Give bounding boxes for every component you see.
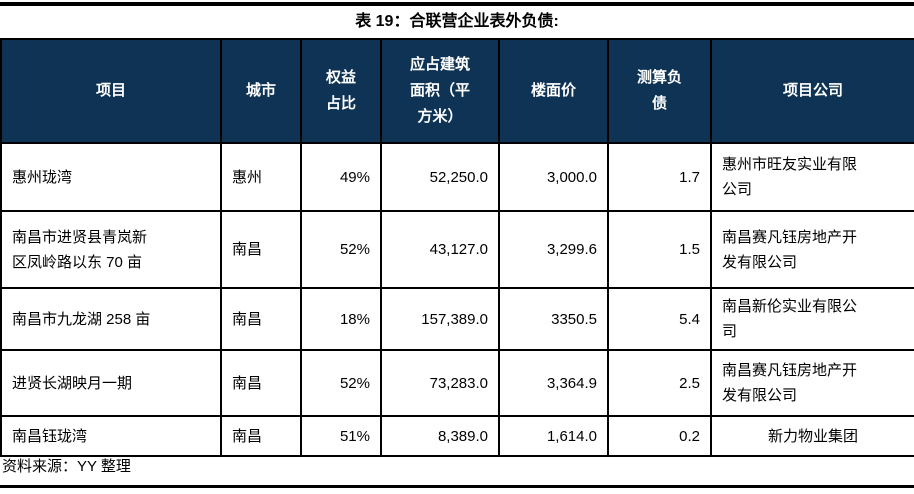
- header-city: 城市: [220, 38, 302, 144]
- header-row: 项目 城市 权益 占比 应占建筑 面积（平 方米） 楼面价 测算负 债 项目公司: [0, 38, 914, 144]
- city-cell: 南昌: [220, 210, 302, 289]
- estimated-debt-cell: 1.7: [607, 142, 712, 212]
- header-project: 项目: [0, 38, 222, 144]
- liabilities-table: 项目 城市 权益 占比 应占建筑 面积（平 方米） 楼面价 测算负 债 项目公司…: [0, 38, 914, 457]
- estimated-debt-cell: 0.2: [607, 415, 712, 457]
- city-cell: 南昌: [220, 415, 302, 457]
- city-cell: 南昌: [220, 287, 302, 351]
- floor-area-cell: 157,389.0: [380, 287, 500, 351]
- company-cell: 新力物业集团: [710, 415, 914, 457]
- header-floor-area: 应占建筑 面积（平 方米）: [380, 38, 500, 144]
- company-cell: 南昌新伦实业有限公 司: [710, 287, 914, 351]
- table-row: 南昌市九龙湖 258 亩 南昌 18% 157,389.0 3350.5 5.4…: [0, 287, 914, 351]
- equity-ratio-cell: 51%: [300, 415, 382, 457]
- header-floor-price: 楼面价: [498, 38, 609, 144]
- floor-area-cell: 8,389.0: [380, 415, 500, 457]
- estimated-debt-cell: 2.5: [607, 349, 712, 417]
- floor-area-cell: 43,127.0: [380, 210, 500, 289]
- floor-area-cell: 73,283.0: [380, 349, 500, 417]
- company-cell: 惠州市旺友实业有限 公司: [710, 142, 914, 212]
- bottom-rule: [0, 485, 914, 488]
- floor-price-cell: 1,614.0: [498, 415, 609, 457]
- equity-ratio-cell: 52%: [300, 210, 382, 289]
- company-cell: 南昌赛凡钰房地产开 发有限公司: [710, 210, 914, 289]
- company-cell: 南昌赛凡钰房地产开 发有限公司: [710, 349, 914, 417]
- equity-ratio-cell: 49%: [300, 142, 382, 212]
- source-note: 资料来源：YY 整理: [2, 458, 131, 475]
- project-cell: 南昌市九龙湖 258 亩: [0, 287, 222, 351]
- table-title: 表 19：合联营企业表外负债:: [355, 13, 559, 30]
- estimated-debt-cell: 1.5: [607, 210, 712, 289]
- top-rule: [0, 2, 914, 6]
- project-cell: 进贤长湖映月一期: [0, 349, 222, 417]
- city-cell: 南昌: [220, 349, 302, 417]
- floor-area-cell: 52,250.0: [380, 142, 500, 212]
- equity-ratio-cell: 52%: [300, 349, 382, 417]
- equity-ratio-cell: 18%: [300, 287, 382, 351]
- header-company: 项目公司: [710, 38, 914, 144]
- floor-price-cell: 3350.5: [498, 287, 609, 351]
- estimated-debt-cell: 5.4: [607, 287, 712, 351]
- table-row: 进贤长湖映月一期 南昌 52% 73,283.0 3,364.9 2.5 南昌赛…: [0, 349, 914, 417]
- city-cell: 惠州: [220, 142, 302, 212]
- header-estimated-debt: 测算负 债: [607, 38, 712, 144]
- table-row: 南昌钰珑湾 南昌 51% 8,389.0 1,614.0 0.2 新力物业集团: [0, 415, 914, 457]
- project-cell: 惠州珑湾: [0, 142, 222, 212]
- floor-price-cell: 3,364.9: [498, 349, 609, 417]
- floor-price-cell: 3,299.6: [498, 210, 609, 289]
- project-cell: 南昌钰珑湾: [0, 415, 222, 457]
- table-row: 南昌市进贤县青岚新 区凤岭路以东 70 亩 南昌 52% 43,127.0 3,…: [0, 210, 914, 289]
- header-equity-ratio: 权益 占比: [300, 38, 382, 144]
- table-row: 惠州珑湾 惠州 49% 52,250.0 3,000.0 1.7 惠州市旺友实业…: [0, 142, 914, 212]
- project-cell: 南昌市进贤县青岚新 区凤岭路以东 70 亩: [0, 210, 222, 289]
- floor-price-cell: 3,000.0: [498, 142, 609, 212]
